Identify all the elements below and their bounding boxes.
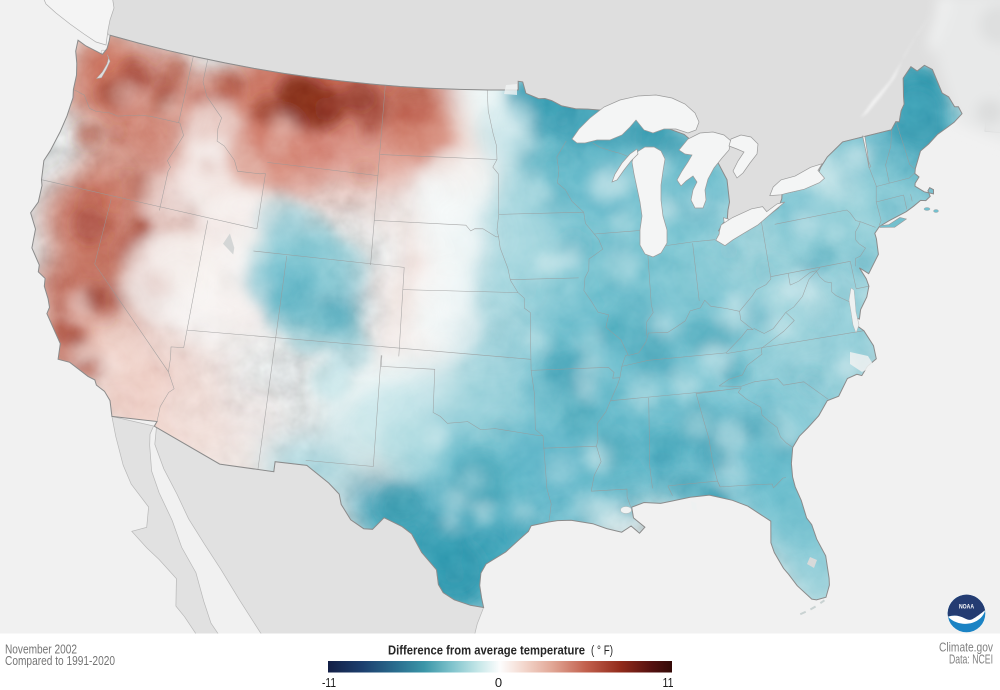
svg-text:-11: -11 (322, 675, 336, 690)
svg-text:Climate.gov: Climate.gov (939, 639, 993, 654)
svg-text:Data: NCEI: Data: NCEI (949, 652, 993, 667)
svg-text:NOAA: NOAA (959, 604, 975, 610)
svg-text:( ° F): ( ° F) (591, 643, 613, 658)
svg-text:Compared to 1991-2020: Compared to 1991-2020 (5, 653, 115, 668)
svg-text:11: 11 (663, 675, 674, 690)
svg-text:0: 0 (495, 675, 502, 690)
svg-text:Difference from average temper: Difference from average temperature (388, 643, 585, 658)
svg-text:November 2002: November 2002 (5, 641, 77, 656)
